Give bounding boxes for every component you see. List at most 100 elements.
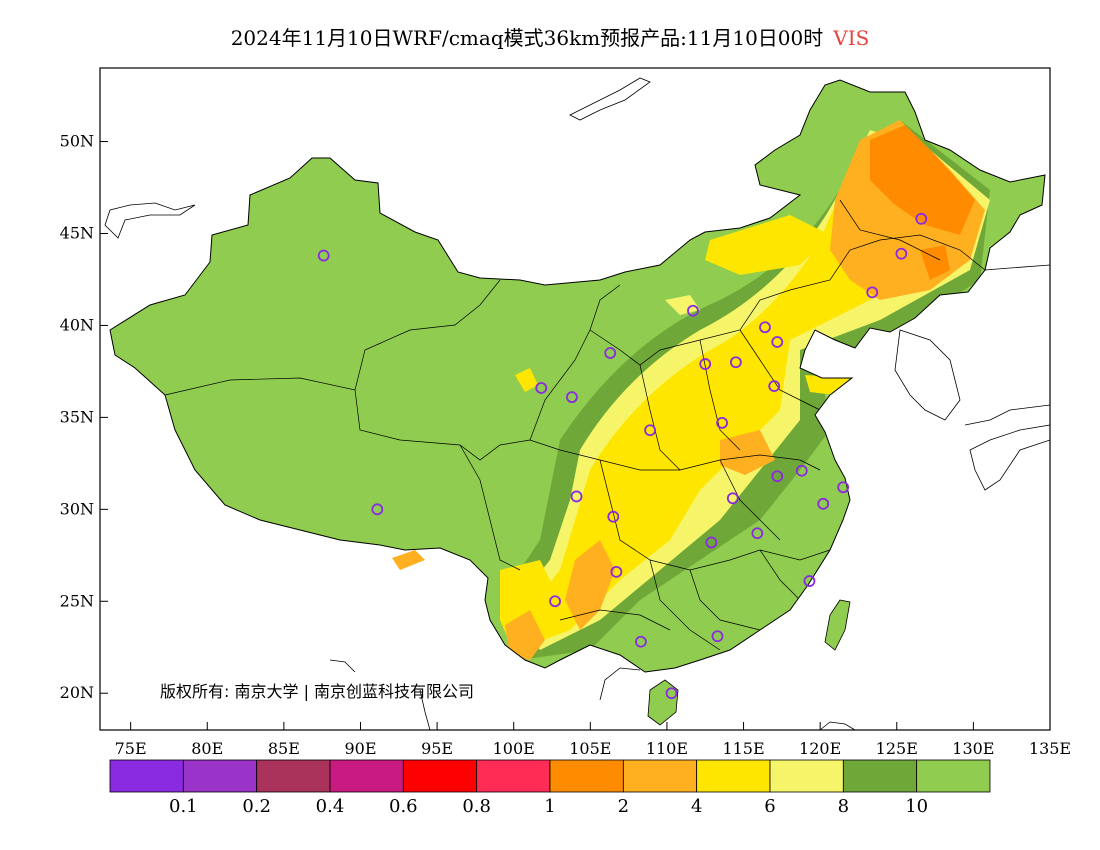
- station-marker: [895, 247, 908, 260]
- station-marker: [699, 358, 712, 370]
- lon-tick-label: 125E: [876, 739, 918, 758]
- lat-tick-label: 20N: [60, 683, 94, 702]
- station-marker: [705, 536, 718, 549]
- station-marker: [771, 336, 784, 348]
- band-1-2-northeast: [870, 125, 975, 235]
- title-text: 2024年11月10日WRF/cmaq模式36km预报产品:11月10日00时: [230, 26, 824, 50]
- legend-label: 0.2: [242, 796, 271, 817]
- legend-label: 4: [691, 796, 702, 817]
- lon-tick-label: 105E: [569, 739, 611, 758]
- lat-tick-label: 35N: [60, 407, 94, 426]
- legend-swatch: [476, 759, 551, 793]
- legend-swatch: [182, 759, 258, 793]
- station-marker: [711, 630, 724, 643]
- legend-swatch: [696, 759, 771, 793]
- band-2-4-central: [720, 430, 775, 475]
- legend-label: 1: [544, 796, 555, 817]
- station-marker: [604, 347, 617, 359]
- lon-tick-label: 75E: [115, 739, 147, 758]
- station-marker: [566, 391, 578, 404]
- color-legend: 0.1 0.2 0.4 0.6 0.8 1 2 4 6 8 10: [109, 759, 991, 817]
- copyright-text: 版权所有: 南京大学 | 南京创蓝科技有限公司: [160, 682, 474, 701]
- legend-swatch: [622, 759, 698, 793]
- lon-tick-label: 100E: [493, 739, 535, 758]
- lat-tick-label: 50N: [60, 132, 94, 151]
- lon-tick-label: 95E: [421, 739, 453, 758]
- lon-tick-label: 130E: [952, 739, 994, 758]
- province-borders: [164, 199, 986, 651]
- lon-tick-label: 110E: [646, 739, 688, 758]
- band-2-4-yunnan: [505, 610, 545, 660]
- legend-label: 0.8: [462, 796, 491, 817]
- visibility-field: [110, 80, 1045, 725]
- legend-swatch: [109, 759, 184, 793]
- hainan-land: [648, 680, 678, 725]
- station-marker: [768, 380, 781, 393]
- taiwan-border: [824, 599, 851, 651]
- station-marker: [687, 304, 699, 317]
- station-marker: [535, 382, 548, 394]
- lat-tick-label: 45N: [60, 224, 94, 243]
- station-marker: [817, 497, 830, 510]
- station-marker: [716, 417, 728, 429]
- lon-tick-label: 135E: [1029, 739, 1071, 758]
- lon-axis: 75E 80E 85E 90E 95E 100E 105E 110E 115E 120E 125E 1…: [115, 722, 1071, 758]
- station-marker: [795, 464, 808, 477]
- station-markers: [317, 212, 928, 700]
- station-marker: [915, 212, 928, 225]
- patch-tibet-south: [392, 550, 425, 570]
- legend-label: 0.6: [389, 796, 418, 817]
- variable-label: VIS: [833, 26, 870, 50]
- station-marker: [751, 527, 764, 540]
- station-marker: [610, 565, 623, 578]
- country-border: [109, 79, 1046, 673]
- map-frame: [99, 67, 1051, 731]
- patch-qinghai: [515, 368, 538, 392]
- legend-swatch: [256, 759, 331, 793]
- station-marker: [549, 595, 561, 608]
- lon-tick-label: 120E: [799, 739, 841, 758]
- station-marker: [729, 356, 742, 369]
- station-marker: [607, 510, 620, 523]
- legend-label: 2: [618, 796, 629, 817]
- station-marker: [634, 635, 647, 648]
- legend-swatch: [329, 759, 404, 793]
- patch-inner-mongolia: [665, 295, 700, 315]
- hainan-border: [647, 679, 679, 726]
- legend-label: 8: [838, 796, 849, 817]
- legend-label: 10: [905, 796, 928, 817]
- legend-swatch: [916, 759, 991, 793]
- station-marker: [759, 321, 771, 334]
- station-marker: [726, 492, 739, 505]
- station-marker: [371, 503, 384, 516]
- lat-tick-label: 25N: [60, 591, 94, 610]
- legend-label: 6: [764, 796, 775, 817]
- legend-swatch: [549, 759, 624, 793]
- lon-tick-label: 90E: [344, 739, 376, 758]
- lat-tick-label: 40N: [60, 315, 94, 334]
- taiwan-land: [825, 600, 850, 650]
- lon-tick-label: 115E: [722, 739, 764, 758]
- band-4-6-north: [705, 215, 830, 275]
- lat-tick-label: 30N: [60, 499, 94, 518]
- station-marker: [644, 424, 656, 437]
- legend-swatch: [842, 759, 918, 793]
- station-marker: [570, 490, 583, 503]
- station-marker: [771, 470, 784, 483]
- lon-tick-label: 80E: [191, 739, 223, 758]
- legend-label: 0.4: [316, 796, 345, 817]
- station-marker: [866, 286, 879, 299]
- lon-tick-label: 85E: [268, 739, 300, 758]
- legend-swatch: [402, 759, 478, 793]
- legend-label: 0.1: [169, 796, 198, 817]
- station-marker: [837, 481, 850, 494]
- neighbour-borders: [104, 77, 1051, 731]
- band-2-4-sw: [565, 540, 615, 630]
- legend-swatch: [769, 759, 844, 793]
- lat-axis: 20N 25N 30N 35N 40N 45N 50N: [60, 132, 108, 702]
- station-marker: [317, 249, 330, 262]
- map-title: 2024年11月10日WRF/cmaq模式36km预报产品:11月10日00时 V…: [0, 22, 1100, 51]
- station-marker: [665, 687, 678, 700]
- station-marker: [803, 575, 816, 587]
